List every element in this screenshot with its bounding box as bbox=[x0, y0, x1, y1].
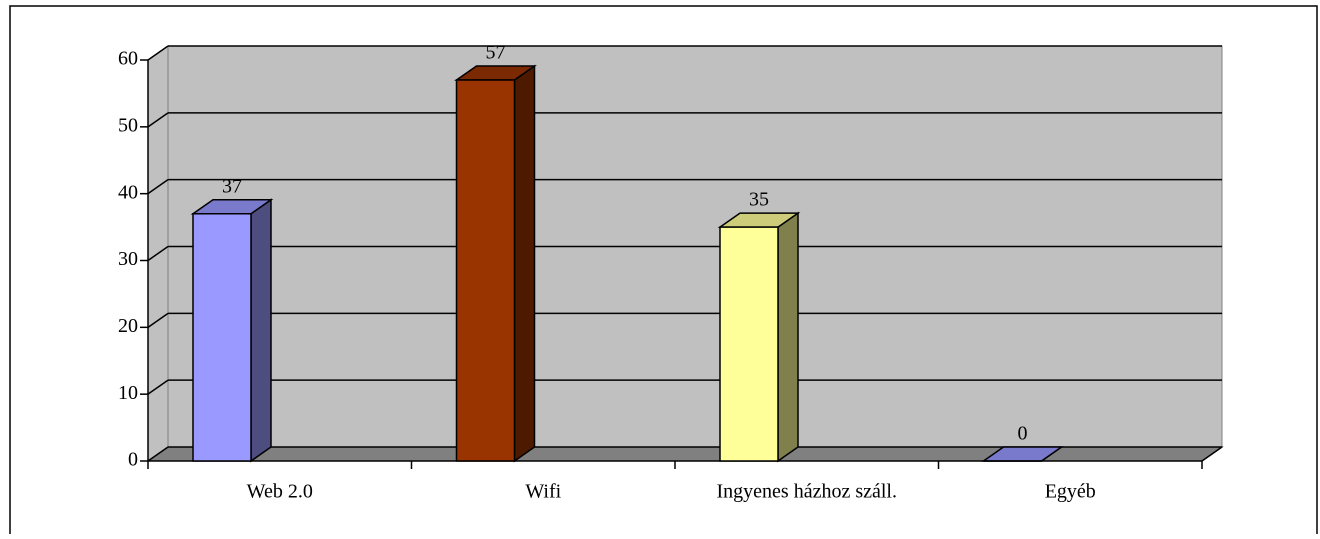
x-axis-end bbox=[1201, 446, 1223, 462]
bar bbox=[454, 64, 537, 463]
bar-side bbox=[250, 198, 272, 463]
bar-front bbox=[192, 212, 252, 462]
grid-line-side bbox=[147, 446, 169, 462]
bar bbox=[190, 198, 274, 463]
grid-line-side bbox=[147, 379, 169, 395]
y-tick-label: 30 bbox=[118, 248, 138, 270]
bar-front bbox=[719, 226, 779, 462]
x-tick-label: Egyéb bbox=[1045, 481, 1096, 503]
y-tick-label: 40 bbox=[118, 181, 138, 203]
grid-line-side bbox=[147, 45, 169, 61]
y-tick-label: 60 bbox=[118, 48, 138, 70]
bar-front bbox=[455, 79, 516, 462]
y-tick-label: 0 bbox=[128, 449, 138, 471]
grid-line-side bbox=[147, 312, 169, 328]
grid-line-side bbox=[147, 179, 169, 195]
floor bbox=[146, 446, 1224, 462]
data-label: 0 bbox=[1018, 423, 1028, 445]
bar bbox=[717, 211, 801, 463]
bar-side bbox=[777, 211, 799, 463]
y-tick-label: 10 bbox=[118, 382, 138, 404]
x-tick-label: Ingyenes házhoz száll. bbox=[717, 481, 897, 503]
data-label: 35 bbox=[749, 189, 769, 211]
grid-line-side bbox=[147, 245, 169, 262]
x-tick-label: Wifi bbox=[525, 481, 561, 503]
bar-side bbox=[513, 64, 536, 463]
y-tick-label: 50 bbox=[118, 114, 138, 136]
bar bbox=[981, 446, 1064, 462]
y-tick-label: 20 bbox=[118, 315, 138, 337]
data-label: 37 bbox=[222, 175, 242, 197]
x-tick-label: Web 2.0 bbox=[247, 481, 313, 503]
grid-line-side bbox=[147, 112, 169, 128]
data-label: 57 bbox=[486, 42, 506, 64]
